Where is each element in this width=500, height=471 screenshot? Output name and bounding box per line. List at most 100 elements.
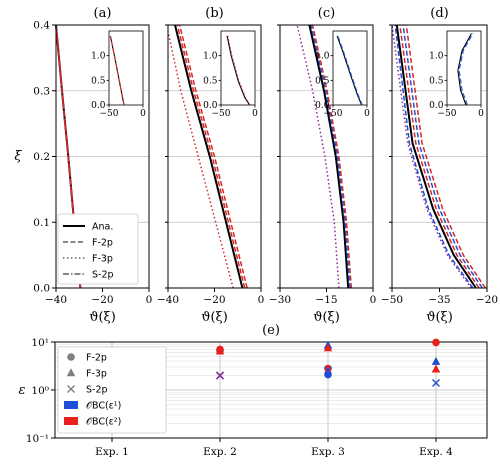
y-tick-label-e: 10⁻¹ [26, 433, 49, 445]
series-line-3 [402, 24, 483, 289]
inset-series-line [226, 35, 251, 106]
x-tick-label: −50 [381, 294, 403, 306]
legend-markers: F-2p F-3p S-2p 𝒪BC(ε¹) 𝒪BC(ε²) [57, 346, 167, 434]
data-point-triangle [323, 343, 333, 352]
y-axis-label-e: ε [19, 383, 26, 398]
inset-y-tick-label: 1.0 [315, 52, 330, 62]
x-axis-label: ϑ(ξ) [89, 310, 116, 325]
x-tick-label-e: Exp. 2 [203, 446, 237, 458]
legend-marker-circle [67, 353, 75, 361]
series-line-4 [405, 24, 487, 289]
legend-label-e: F-2p [86, 353, 107, 364]
series-line-1 [178, 24, 248, 289]
legend-label-e: S-2p [86, 385, 108, 396]
legend-label-s2p: S-2p [92, 270, 114, 281]
x-tick-label: −20 [476, 294, 498, 306]
panel-label: (b) [205, 6, 223, 21]
x-tick-label: −20 [91, 294, 113, 306]
series-line-1 [310, 24, 351, 289]
x-tick-label: −40 [45, 294, 67, 306]
inset-y-tick-label: 0.0 [315, 101, 330, 111]
inset-series-line [109, 35, 125, 106]
inset-y-tick-label: 0.0 [429, 101, 444, 111]
inset-x-tick-label: 0 [478, 109, 484, 119]
inset-d: −50 0 0.0 0.5 1.0 [429, 30, 484, 119]
data-point-cross [216, 371, 224, 380]
series-line-3 [296, 24, 340, 289]
series-line-2 [311, 24, 353, 289]
y-tick-label: 0.1 [33, 217, 50, 229]
legend-marker-square [64, 401, 78, 409]
series-line-2 [399, 24, 480, 289]
y-tick-label-e: 10¹ [31, 337, 49, 349]
series-line-3 [167, 31, 234, 289]
inset-c: −50 0 0.0 0.5 1.0 [315, 30, 370, 119]
x-axis-label: ϑ(ξ) [201, 310, 228, 325]
legend-box [57, 213, 139, 285]
x-tick-label: 0 [370, 294, 377, 306]
inset-frame [108, 30, 144, 106]
inset-y-tick-label: 0.5 [429, 76, 444, 86]
panel-label: (c) [318, 6, 335, 21]
inset-x-tick-label: 0 [364, 109, 370, 119]
y-tick-label: 0.3 [33, 85, 50, 97]
x-axis-label: ϑ(ξ) [426, 310, 453, 325]
legend-label-e: 𝒪BC(ε²) [86, 417, 121, 428]
y-tick-label: 0.2 [33, 151, 50, 163]
inset-series-line [336, 35, 363, 106]
legend-line-styles: Ana. F-2p F-3p S-2p [57, 213, 139, 285]
inset-y-tick-label: 1.0 [429, 52, 444, 62]
legend-marker-cross-stroke [67, 385, 75, 393]
series-line-0 [308, 24, 350, 289]
inset-frame [220, 30, 256, 106]
data-point-circle [432, 338, 440, 347]
series-line-0 [395, 24, 477, 289]
data-point-triangle [431, 356, 441, 365]
x-tick-label-e: Exp. 3 [311, 446, 345, 458]
inset-y-tick-label: 0.5 [203, 76, 218, 86]
y-tick-label-e: 10⁰ [31, 385, 49, 397]
legend-marker-square [64, 417, 78, 425]
inset-b: −50 0 0.0 0.5 1.0 [203, 30, 258, 119]
inset-a: −50 0 0.0 0.5 1.0 [91, 30, 146, 119]
data-point-triangle [431, 364, 441, 373]
x-tick-label-e: Exp. 1 [95, 446, 129, 458]
series-line-1 [394, 24, 474, 289]
inset-series-line [457, 33, 472, 106]
series-line-3 [55, 24, 82, 289]
y-tick-label: 0.0 [33, 283, 50, 295]
legend-label-e: 𝒪BC(ε¹) [86, 401, 121, 412]
legend-label-f3p: F-3p [92, 254, 113, 265]
panel-a: −40 −20 0 ϑ(ξ) (a) 0.0 0.1 0.2 0.3 0.4 ξ −50 0 0.0 0.5… [14, 6, 152, 325]
legend-label-e: F-3p [86, 369, 107, 380]
panel-c: −30 −15 0 ϑ(ξ) (c) −50 0 0.0 0.5 1.0 [269, 6, 376, 325]
x-tick-label: 0 [258, 294, 265, 306]
x-tick-label: −40 [157, 294, 179, 306]
data-point-cross-stroke [324, 366, 332, 375]
legend-marker-triangle [66, 368, 76, 377]
inset-y-tick-label: 0.0 [91, 101, 106, 111]
inset-frame [332, 30, 368, 106]
legend-label-f2p: F-2p [92, 238, 113, 249]
inset-series-line [458, 33, 474, 106]
inset-x-tick-label: 0 [252, 109, 258, 119]
x-tick-label: −20 [203, 294, 225, 306]
legend-box-e [57, 346, 167, 434]
data-point-cross [324, 366, 332, 375]
inset-y-tick-label: 1.0 [91, 52, 106, 62]
panel-label: (a) [94, 6, 112, 21]
series-line-0 [174, 24, 244, 289]
y-tick-label: 0.4 [33, 20, 50, 32]
x-tick-label: −35 [428, 294, 450, 306]
panel-label-e: (e) [262, 323, 280, 338]
legend-marker-cross [67, 385, 75, 393]
inset-y-tick-label: 0.0 [203, 101, 218, 111]
legend-label-ana: Ana. [92, 222, 113, 233]
inset-y-tick-label: 0.5 [91, 76, 106, 86]
data-point-cross-stroke [216, 371, 224, 380]
inset-x-tick-label: −50 [438, 109, 457, 119]
inset-x-tick-label: −50 [324, 109, 343, 119]
x-axis-label: ϑ(ξ) [313, 310, 340, 325]
panel-d: −50 −35 −20 ϑ(ξ) (d) −50 0 0.0 0.5 1.0 [381, 6, 498, 325]
